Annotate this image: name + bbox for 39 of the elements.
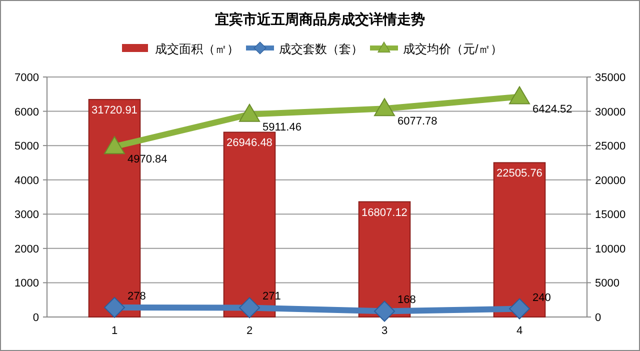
point	[374, 98, 395, 116]
y-tick-label: 5000	[14, 140, 39, 153]
point	[104, 136, 125, 154]
y-tick-label: 1000	[14, 278, 39, 290]
point	[509, 86, 530, 104]
data-label: 22505.76	[496, 168, 542, 180]
y-tick-label: 3000	[14, 209, 39, 222]
data-label: 16807.12	[362, 206, 408, 219]
y2-tick-label: 30000	[595, 106, 626, 118]
legend-label: 成交套数（套）	[279, 42, 363, 56]
data-label: 26946.48	[226, 137, 272, 150]
y2-tick-label: 0	[595, 312, 602, 324]
y-tick-label: 4000	[14, 174, 39, 187]
y2-tick-label: 25000	[595, 140, 626, 153]
data-label: 5911.46	[262, 121, 302, 134]
legend-label: 成交均价（元/㎡）	[403, 42, 502, 56]
y2-tick-label: 20000	[595, 174, 626, 187]
x-tick-label: 4	[516, 325, 523, 337]
point	[374, 300, 395, 322]
y-tick-label: 6000	[14, 106, 39, 118]
y-tick-label: 7000	[14, 72, 39, 84]
chart-title: 宜宾市近五周商品房成交详情走势	[215, 11, 425, 27]
legend-label: 成交面积（㎡）	[155, 42, 239, 56]
point	[239, 297, 260, 318]
y2-tick-label: 35000	[595, 72, 626, 84]
x-tick-label: 3	[381, 325, 388, 337]
y2-tick-label: 5000	[595, 278, 620, 290]
y2-tick-label: 15000	[595, 209, 626, 222]
x-tick-label: 2	[246, 325, 253, 337]
point	[239, 104, 260, 122]
data-label: 31720.91	[92, 104, 138, 116]
y-tick-label: 2000	[14, 243, 39, 256]
point	[509, 298, 530, 320]
data-label: 6424.52	[532, 104, 572, 116]
data-label: 6077.78	[398, 116, 438, 128]
point	[104, 296, 125, 318]
y2-tick-label: 10000	[595, 243, 626, 256]
x-tick-label: 1	[111, 325, 118, 337]
y-tick-label: 0	[32, 312, 39, 324]
